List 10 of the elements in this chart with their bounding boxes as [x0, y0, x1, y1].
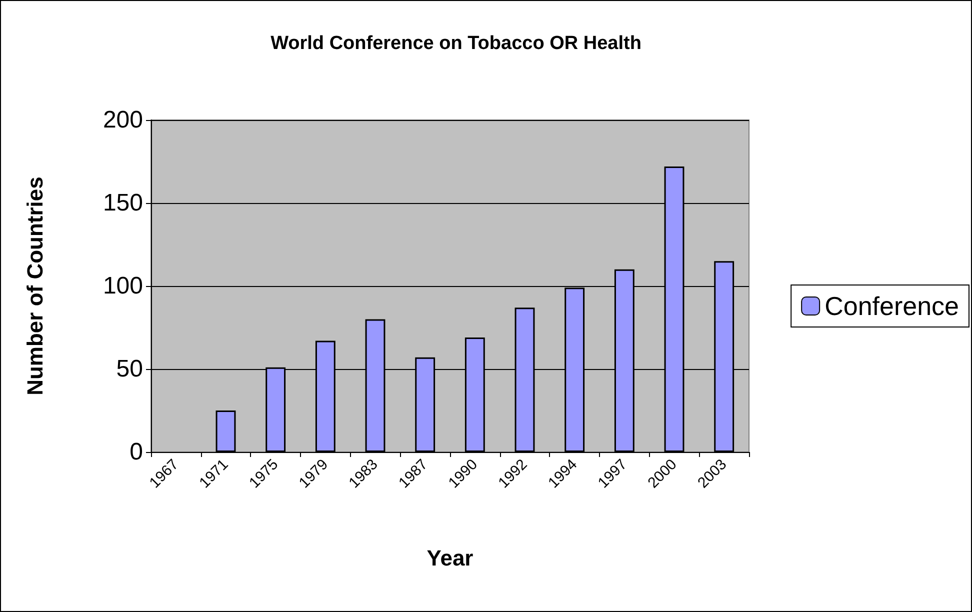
- y-tick-label: 200: [102, 106, 143, 134]
- x-axis-title: Year: [426, 546, 474, 570]
- y-axis-title: Number of Countries: [22, 176, 48, 396]
- y-tick-label: 50: [116, 356, 143, 382]
- y-tick-label: 100: [102, 272, 143, 300]
- chart-title: World Conference on Tobacco OR Health: [270, 33, 642, 54]
- y-tick-label: 0: [130, 438, 143, 466]
- legend-label: Conference: [824, 291, 960, 321]
- y-tick-label: 150: [102, 190, 143, 216]
- bar: [216, 410, 236, 452]
